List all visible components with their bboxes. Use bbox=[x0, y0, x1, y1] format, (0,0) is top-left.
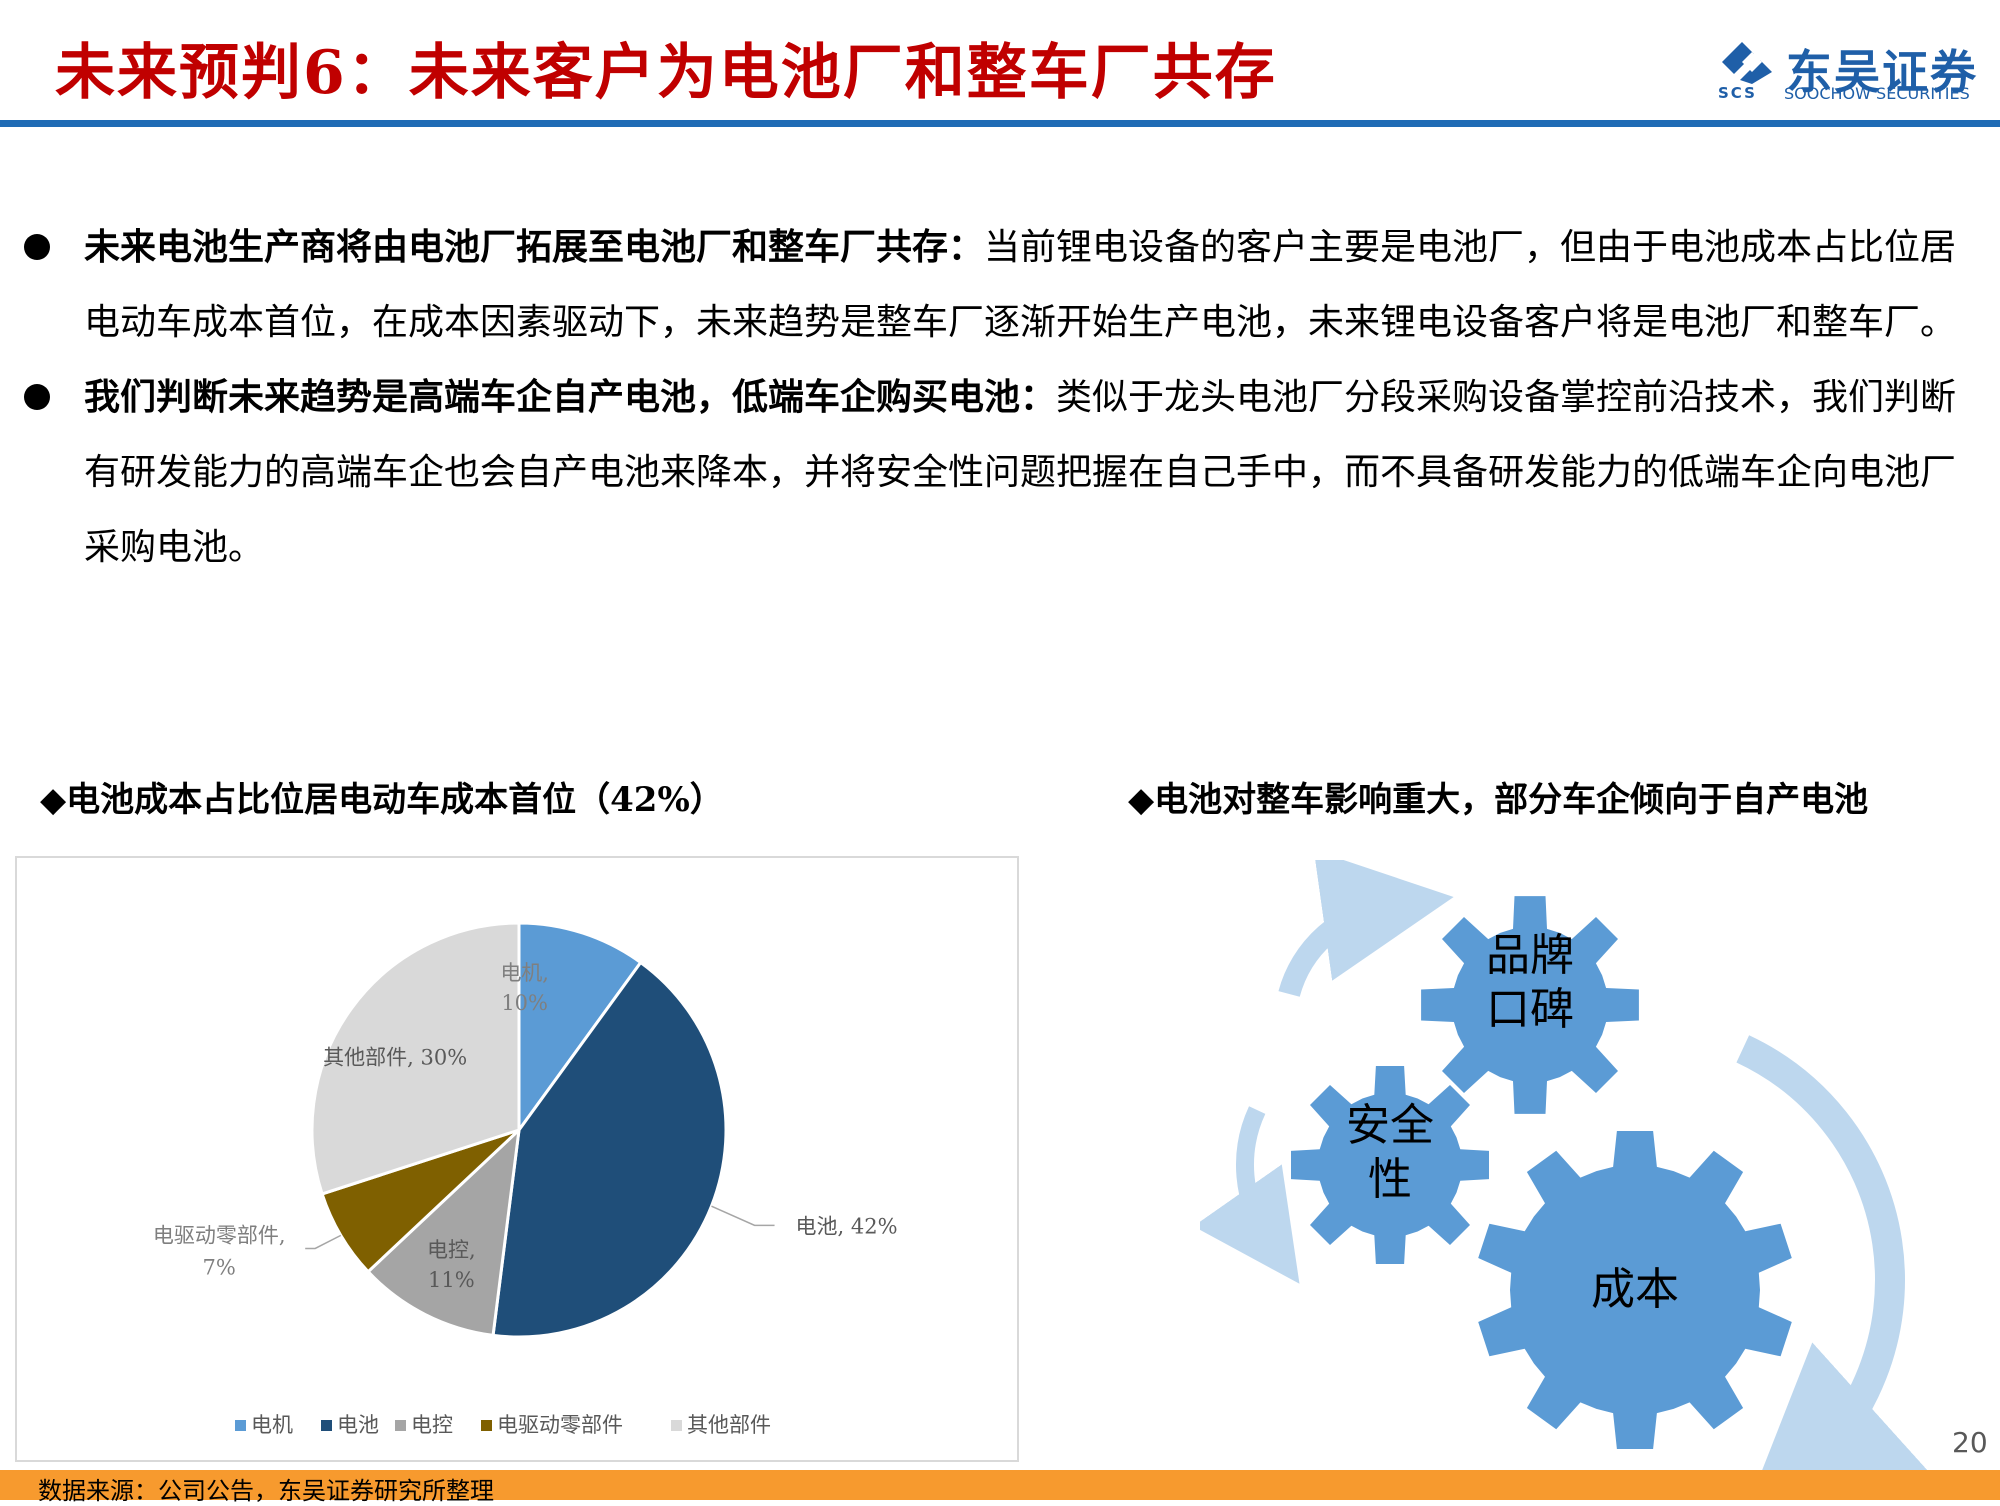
chart-legend: 电机 电池 电控 电驱动零部件 其他部件 bbox=[235, 1413, 771, 1437]
legend-label: 电机 bbox=[251, 1413, 293, 1437]
pie-slice-control bbox=[365, 1126, 522, 1338]
footer-bar: 数据来源：公司公告，东吴证券研究所整理 bbox=[0, 1470, 2000, 1505]
pie-slice-motor bbox=[517, 921, 643, 1135]
gear-label-brand: 品牌口碑 bbox=[1486, 930, 1574, 1035]
gear-label-cost: 成本 bbox=[1591, 1264, 1679, 1315]
pie-leader-line bbox=[305, 1234, 342, 1250]
legend-swatch bbox=[321, 1420, 332, 1431]
legend-swatch bbox=[235, 1420, 246, 1431]
legend-label: 其他部件 bbox=[687, 1413, 771, 1437]
logo-text-cn: 东吴证券 bbox=[1786, 45, 1978, 99]
page-number: 20 bbox=[1952, 1426, 1988, 1459]
bullet-list: 未来电池生产商将由电池厂拓展至电池厂和整车厂共存：当前锂电设备的客户主要是电池厂… bbox=[20, 210, 1960, 585]
pie-data-label: 电控, 11% bbox=[427, 1238, 476, 1292]
logo-abbr: SCS bbox=[1718, 84, 1757, 102]
bullet-item: 我们判断未来趋势是高端车企自产电池，低端车企购买电池：类似于龙头电池厂分段采购设… bbox=[20, 360, 1960, 585]
pie-leader-line bbox=[711, 1205, 775, 1227]
company-logo: 东吴证券 SCS SOOCHOW SECURITIES bbox=[1712, 40, 1982, 110]
pie-data-label: 电驱动零部件, 7% bbox=[153, 1223, 286, 1279]
legend-swatch bbox=[395, 1420, 406, 1431]
gear-diagram: 品牌口碑 安全性成本 bbox=[1193, 850, 1980, 1506]
cycle-arrow-left bbox=[1193, 1106, 1300, 1284]
diagram-subtitle: ◆电池对整车影响重大，部分车企倾向于自产电池 bbox=[1128, 780, 1869, 820]
pie-data-label: 电池, 42% bbox=[796, 1214, 898, 1238]
gear-label-safety: 安全性 bbox=[1346, 1100, 1434, 1205]
legend-swatch bbox=[671, 1420, 682, 1431]
bullet-dot-icon bbox=[24, 234, 50, 260]
logo-icon bbox=[1722, 42, 1772, 84]
gear-cost bbox=[1478, 1131, 1792, 1449]
pie-slice-other bbox=[310, 921, 521, 1196]
pie-chart-panel: 电机, 10% 电池, 42% 电控, 11% 电驱动零部件, 7% 其他部件, 30% 电机电… bbox=[15, 856, 1019, 1462]
logo-text-en: SOOCHOW SECURITIES bbox=[1784, 84, 1970, 103]
legend-swatch bbox=[481, 1420, 492, 1431]
bullet-body: 当前锂电设备的客户主要是电池厂，但由于电池成本占比位居电动车成本首位，在成本因素… bbox=[84, 227, 1957, 343]
bullet-heading: 未来电池生产商将由电池厂拓展至电池厂和整车厂共存： bbox=[84, 226, 985, 268]
header-divider bbox=[0, 120, 2000, 127]
chart-subtitle: ◆电池成本占比位居电动车成本首位（42%） bbox=[40, 780, 724, 820]
gear-brand bbox=[1421, 896, 1639, 1114]
cycle-arrow-right bbox=[1736, 1035, 1933, 1506]
pie-data-label: 电机, 10% bbox=[500, 961, 549, 1015]
source-note: 数据来源：公司公告，东吴证券研究所整理 bbox=[38, 1477, 494, 1505]
bullet-body: 类似于龙头电池厂分段采购设备掌控前沿技术，我们判断有研发能力的高端车企也会自产电… bbox=[84, 377, 1957, 568]
legend-label: 电池 bbox=[337, 1413, 379, 1437]
gear-safety bbox=[1291, 1066, 1489, 1264]
bullet-heading: 我们判断未来趋势是高端车企自产电池，低端车企购买电池： bbox=[84, 376, 1057, 418]
bullet-dot-icon bbox=[24, 384, 50, 410]
bullet-item: 未来电池生产商将由电池厂拓展至电池厂和整车厂共存：当前锂电设备的客户主要是电池厂… bbox=[20, 210, 1960, 360]
pie-data-label: 其他部件, 30% bbox=[323, 1046, 467, 1070]
cycle-arrow-top bbox=[1278, 850, 1454, 998]
legend-label: 电控 bbox=[411, 1413, 453, 1437]
pie-chart: 电机, 10%电池, 42%电控, 11%电驱动零部件, 7%其他部件, 30%电机电… bbox=[153, 921, 898, 1437]
legend-label: 电驱动零部件 bbox=[497, 1413, 623, 1437]
page-title: 未来预判6：未来客户为电池厂和整车厂共存 bbox=[55, 38, 1277, 108]
